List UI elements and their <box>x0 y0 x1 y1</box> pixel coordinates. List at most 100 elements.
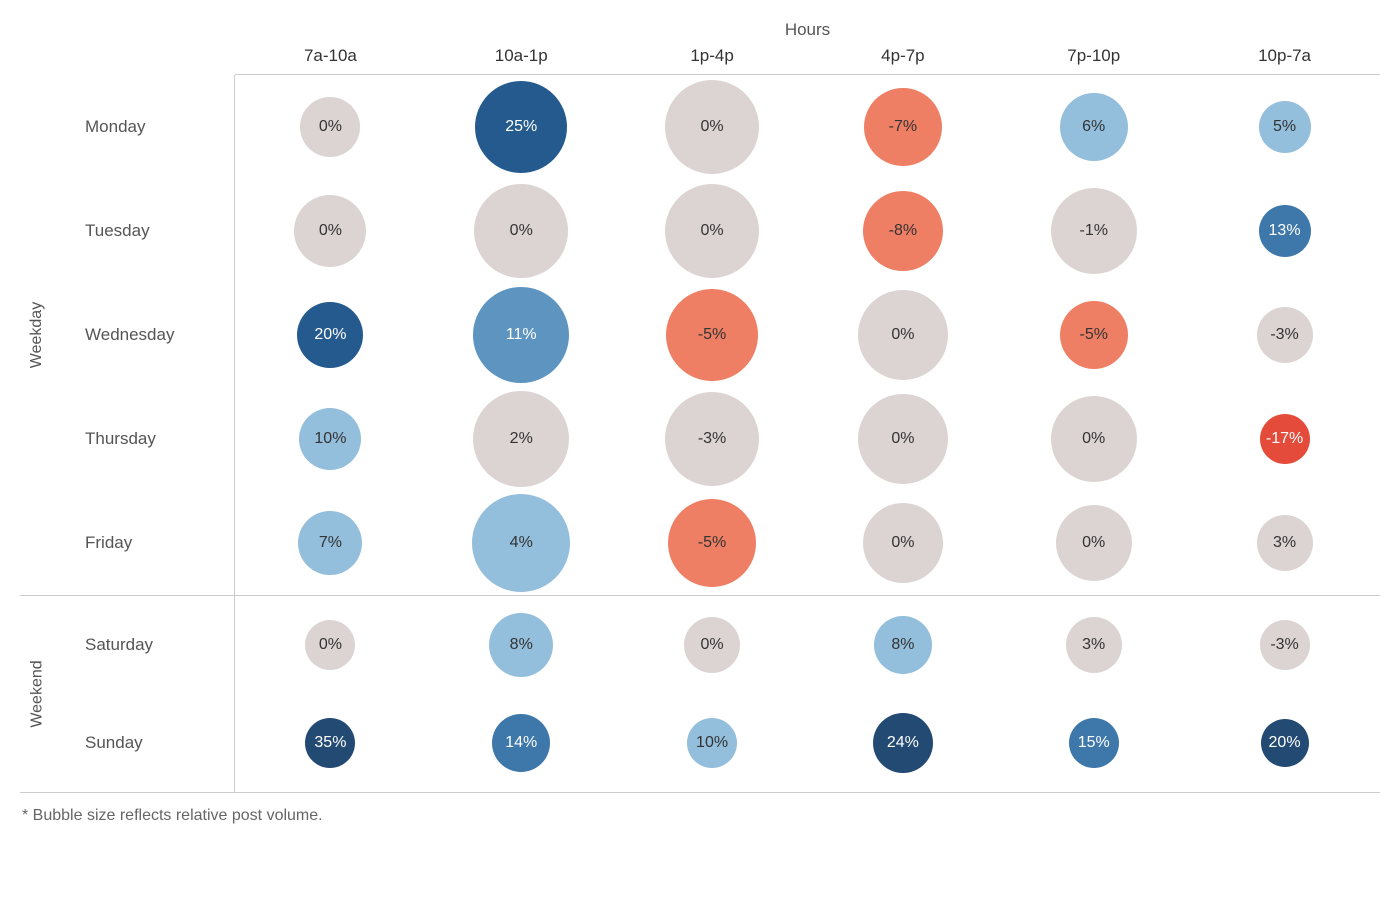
cell: 14% <box>426 694 617 792</box>
bubble: 7% <box>298 511 362 575</box>
cell: 0% <box>235 179 426 283</box>
bubble: -1% <box>1051 188 1137 274</box>
bubble: 3% <box>1257 515 1313 571</box>
bubble: 0% <box>858 290 948 380</box>
data-row: Tuesday0%0%0%-8%-1%13% <box>55 179 1380 283</box>
bubble: 20% <box>297 302 363 368</box>
cell: 35% <box>235 694 426 792</box>
data-row: Friday7%4%-5%0%0%3% <box>55 491 1380 595</box>
cell: 4% <box>426 491 617 595</box>
cell: 8% <box>426 596 617 694</box>
group-label-wrap: Weekday <box>20 75 55 596</box>
bubble: 4% <box>472 494 570 592</box>
cell: -3% <box>617 387 808 491</box>
data-row: Saturday 0% 8% 0% 8% 3% -3% <box>55 596 1380 694</box>
columns-axis-title: Hours <box>235 20 1380 40</box>
bubble: -3% <box>665 392 759 486</box>
bubble: 0% <box>474 184 568 278</box>
row-label: Sunday <box>55 694 235 792</box>
bubble: 14% <box>492 714 550 772</box>
cell: 0% <box>998 491 1189 595</box>
bubble: 0% <box>684 617 740 673</box>
cell: 0% <box>426 179 617 283</box>
cell: 0% <box>617 596 808 694</box>
group-label-wrap: Weekend <box>20 596 55 793</box>
cells: 7% 4% -5% 0% 0% 3% <box>235 491 1380 595</box>
cell: 0% <box>807 387 998 491</box>
cell: 0% <box>617 75 808 179</box>
group-label: Weekend <box>29 660 47 727</box>
row-label: Monday <box>55 75 235 179</box>
bubble: 0% <box>305 620 355 670</box>
chart-footnote: * Bubble size reflects relative post vol… <box>22 807 1380 825</box>
group-rows: Monday0%25%0%-7%6%5%Tuesday0%0%0%-8%-1%1… <box>55 75 1380 596</box>
cell: 3% <box>998 596 1189 694</box>
bubble: 11% <box>473 287 569 383</box>
cells: 20% 11% -5% 0% -5% -3% <box>235 283 1380 387</box>
cell: 0% <box>807 283 998 387</box>
bubble: 25% <box>475 81 567 173</box>
bubble: 0% <box>300 97 360 157</box>
cell: 24% <box>807 694 998 792</box>
cells: 0% 25% 0% -7% 6% 5% <box>235 75 1380 179</box>
group-rows: Saturday 0% 8% 0% 8% 3% -3% Sunday35% 14% 10% 24% 1… <box>55 596 1380 793</box>
cell: -3% <box>1189 283 1380 387</box>
cell: 7% <box>235 491 426 595</box>
cell: 0% <box>235 75 426 179</box>
cell: 5% <box>1189 75 1380 179</box>
bubble: -8% <box>863 191 943 271</box>
cell: 20% <box>235 283 426 387</box>
cell: 0% <box>998 387 1189 491</box>
cell: 3% <box>1189 491 1380 595</box>
cell: -5% <box>617 283 808 387</box>
bubble: -17% <box>1260 414 1310 464</box>
row-label: Saturday <box>55 596 235 694</box>
column-header: 10a-1p <box>426 46 617 66</box>
bubble: -3% <box>1257 307 1313 363</box>
row-label: Wednesday <box>55 283 235 387</box>
cell: -3% <box>1189 596 1380 694</box>
column-headers-row: 7a-10a10a-1p1p-4p4p-7p7p-10p10p-7a <box>235 46 1380 75</box>
bubble: 24% <box>873 713 933 773</box>
bubble: 0% <box>858 394 948 484</box>
cell: 2% <box>426 387 617 491</box>
cell: 6% <box>998 75 1189 179</box>
cell: 10% <box>235 387 426 491</box>
row-group: Weekend Saturday 0% 8% 0% 8% 3% -3% Sunday35% 14%… <box>20 596 1380 793</box>
bubble: 10% <box>299 408 361 470</box>
bubble: -3% <box>1260 620 1310 670</box>
data-row: Sunday35% 14% 10% 24% 15% 20% <box>55 694 1380 792</box>
cell: 0% <box>235 596 426 694</box>
bubble: 13% <box>1259 205 1311 257</box>
cell: 15% <box>998 694 1189 792</box>
bubble: 0% <box>665 80 759 174</box>
group-label: Weekday <box>29 302 47 368</box>
cell: 13% <box>1189 179 1380 283</box>
data-row: Wednesday 20% 11% -5% 0% -5% -3% <box>55 283 1380 387</box>
bubble: 8% <box>489 613 553 677</box>
bubble: 0% <box>665 184 759 278</box>
cells: 0% 8% 0% 8% 3% -3% <box>235 596 1380 694</box>
column-header: 1p-4p <box>617 46 808 66</box>
cell: -7% <box>807 75 998 179</box>
bubble: 0% <box>1056 505 1132 581</box>
bubble: 8% <box>874 616 932 674</box>
cell: -5% <box>617 491 808 595</box>
bubble: 0% <box>294 195 366 267</box>
cell: 0% <box>617 179 808 283</box>
data-row: Thursday10%2%-3%0%0%-17% <box>55 387 1380 491</box>
cell: 10% <box>617 694 808 792</box>
row-group: WeekdayMonday0%25%0%-7%6%5%Tuesday0%0%0%… <box>20 75 1380 596</box>
bubble: -5% <box>666 289 758 381</box>
bubble: 0% <box>863 503 943 583</box>
bubble: 20% <box>1261 719 1309 767</box>
bubble: -7% <box>864 88 942 166</box>
cell: -8% <box>807 179 998 283</box>
bubble: -5% <box>1060 301 1128 369</box>
cell: -5% <box>998 283 1189 387</box>
bubble: 0% <box>1051 396 1137 482</box>
bubble: 15% <box>1069 718 1119 768</box>
cell: -1% <box>998 179 1189 283</box>
bubble: -5% <box>668 499 756 587</box>
bubble: 5% <box>1259 101 1311 153</box>
